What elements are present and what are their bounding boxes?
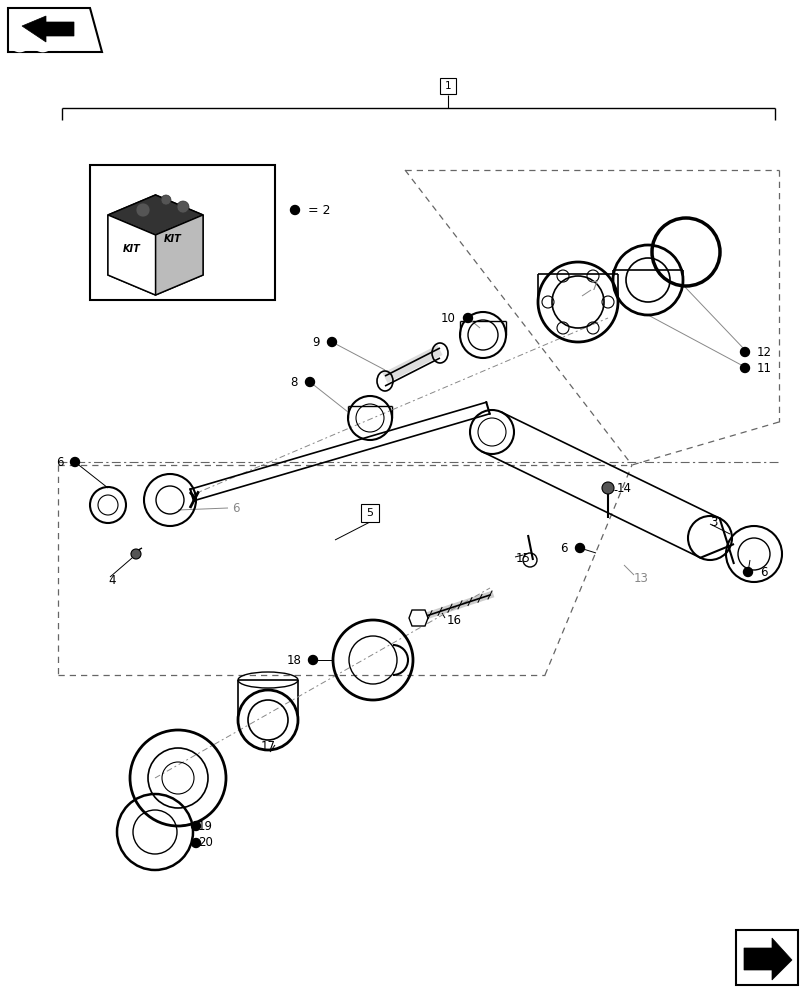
Circle shape [601,482,613,494]
Circle shape [135,203,150,217]
Text: 6: 6 [57,456,64,468]
Text: 17: 17 [260,740,275,754]
Polygon shape [22,16,74,42]
Circle shape [743,568,752,576]
Text: = 2: = 2 [307,204,330,217]
Bar [735,930,797,985]
Text: 4: 4 [108,574,115,586]
Circle shape [740,363,749,372]
Circle shape [191,838,200,848]
Text: 11: 11 [756,361,771,374]
Text: 6: 6 [232,502,239,514]
Bar [361,504,379,522]
Circle shape [305,377,314,386]
Polygon shape [156,215,203,295]
Text: 20: 20 [198,836,212,850]
Text: KIT: KIT [122,244,140,254]
Circle shape [191,822,200,830]
Circle shape [290,206,299,215]
Text: 10: 10 [440,312,456,324]
Bar [90,165,275,300]
Polygon shape [108,195,203,235]
Text: 7: 7 [590,279,598,292]
Polygon shape [743,938,791,980]
Circle shape [177,201,189,213]
Text: 6: 6 [759,566,766,578]
Text: 6: 6 [560,542,568,554]
Circle shape [161,195,171,205]
Text: KIT: KIT [164,234,181,244]
Circle shape [463,314,472,322]
Polygon shape [409,610,427,626]
Text: 15: 15 [515,552,530,564]
Bar [440,78,456,94]
Polygon shape [108,215,156,295]
Circle shape [308,656,317,664]
Text: 3: 3 [709,516,716,528]
Text: 1: 1 [444,81,451,91]
Text: 5: 5 [366,508,373,518]
Text: 12: 12 [756,346,771,359]
Text: 9: 9 [312,336,320,349]
Text: 16: 16 [446,613,461,626]
Text: 19: 19 [198,820,212,832]
Circle shape [575,544,584,552]
Circle shape [740,348,749,357]
Text: 8: 8 [290,375,298,388]
Text: 14: 14 [616,482,631,494]
Circle shape [327,338,336,347]
Text: 13: 13 [633,572,648,584]
Circle shape [71,458,79,466]
Polygon shape [108,195,203,295]
Circle shape [131,549,141,559]
Polygon shape [8,8,102,52]
Text: 18: 18 [287,654,302,666]
